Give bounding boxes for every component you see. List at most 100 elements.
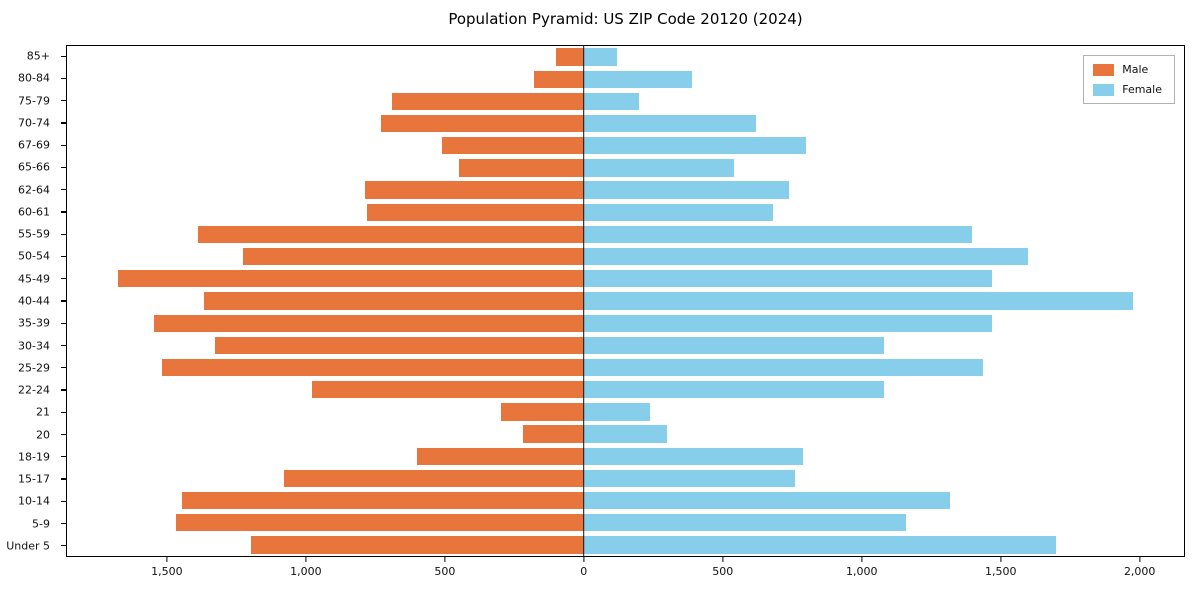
- x-tick-mark: [166, 556, 168, 562]
- male-bar: [181, 491, 584, 510]
- y-tick-mark: [61, 189, 66, 191]
- female-bar: [583, 292, 1134, 310]
- male-bar: [203, 292, 584, 310]
- female-color-swatch: [1093, 83, 1115, 96]
- male-bar: [417, 447, 584, 465]
- y-axis-label: 5-9: [32, 517, 50, 531]
- pyramid-row: [67, 312, 1184, 334]
- pyramid-row: [67, 401, 1184, 423]
- y-axis-ticks: [61, 45, 66, 557]
- x-tick-mark: [583, 556, 585, 562]
- y-tick-mark: [61, 278, 66, 280]
- y-tick-mark: [61, 523, 66, 525]
- y-tick-mark: [61, 500, 66, 502]
- x-axis-label: 1,500: [984, 565, 1017, 578]
- pyramid-row: [67, 512, 1184, 534]
- y-tick-mark: [61, 100, 66, 102]
- female-bar: [583, 425, 668, 443]
- female-bar: [583, 114, 756, 133]
- pyramid-row: [67, 157, 1184, 179]
- male-bar: [533, 70, 584, 88]
- female-bar: [583, 447, 804, 465]
- female-bar: [583, 469, 795, 488]
- y-tick-mark: [61, 545, 66, 547]
- x-axis-label: 500: [712, 565, 734, 578]
- male-bar: [250, 536, 584, 554]
- pyramid-row: [67, 246, 1184, 268]
- y-tick-mark: [61, 211, 66, 213]
- female-bar: [583, 48, 618, 66]
- x-axis-label: 1,500: [151, 565, 183, 578]
- pyramid-row: [67, 223, 1184, 245]
- y-tick-mark: [61, 478, 66, 480]
- legend-item-male: Male: [1093, 63, 1162, 76]
- female-bar: [583, 225, 973, 244]
- legend: Male Female: [1083, 55, 1175, 104]
- x-tick-mark: [861, 556, 863, 562]
- male-bar: [522, 425, 584, 443]
- legend-label-male: Male: [1122, 63, 1149, 76]
- y-axis-label: 20: [36, 428, 50, 442]
- y-tick-mark: [61, 367, 66, 369]
- y-tick-mark: [61, 77, 66, 79]
- y-tick-mark: [61, 433, 66, 436]
- y-axis-label: 18-19: [18, 450, 50, 464]
- male-bar: [117, 270, 584, 288]
- male-bar: [198, 225, 584, 244]
- female-bar: [583, 358, 984, 377]
- male-color-swatch: [1093, 63, 1115, 76]
- x-axis-label: 0: [580, 565, 588, 578]
- x-axis-label: 1,000: [846, 565, 878, 578]
- pyramid-row: [67, 356, 1184, 378]
- female-bar: [583, 203, 773, 221]
- female-bar: [583, 159, 734, 177]
- pyramid-row: [67, 90, 1184, 112]
- legend-label-female: Female: [1122, 83, 1162, 96]
- y-axis-label: 62-64: [18, 183, 50, 197]
- pyramid-row: [67, 179, 1184, 201]
- y-tick-mark: [61, 144, 66, 146]
- x-axis-label: 500: [434, 565, 456, 578]
- female-bar: [583, 491, 951, 510]
- pyramid-row: [67, 268, 1184, 290]
- x-tick-mark: [722, 556, 724, 562]
- y-tick-mark: [61, 389, 66, 391]
- male-bar: [500, 403, 584, 421]
- female-bar: [583, 92, 640, 111]
- y-axis-label: 85+: [26, 49, 50, 63]
- female-bar: [583, 70, 693, 88]
- legend-item-female: Female: [1093, 83, 1162, 96]
- male-bar: [381, 114, 584, 133]
- female-bar: [583, 536, 1056, 554]
- y-tick-mark: [61, 255, 66, 258]
- y-axis-label: 45-49: [18, 272, 50, 286]
- pyramid-row: [67, 467, 1184, 489]
- male-bar: [556, 48, 584, 66]
- y-axis-label: 40-44: [18, 294, 50, 308]
- x-tick-mark: [1139, 556, 1141, 562]
- pyramid-row: [67, 113, 1184, 135]
- female-bar: [583, 381, 884, 399]
- y-tick-mark: [61, 55, 66, 57]
- pyramid-row: [67, 489, 1184, 511]
- x-axis-labels: 1,500 1,000 500 0 500 1,000 1,500 2,000: [66, 565, 1185, 581]
- y-axis-label: 35-39: [18, 316, 50, 330]
- y-tick-mark: [61, 456, 66, 458]
- y-tick-mark: [61, 344, 66, 347]
- y-axis-label: 10-14: [18, 494, 50, 508]
- female-bar: [583, 314, 992, 332]
- pyramid-row: [67, 201, 1184, 223]
- x-axis-label: 2,000: [1123, 565, 1156, 578]
- pyramid-row: [67, 334, 1184, 356]
- y-tick-mark: [61, 300, 66, 302]
- y-axis-label: 80-84: [18, 71, 50, 85]
- y-axis-label: 21: [36, 405, 50, 419]
- y-axis-label: 75-79: [18, 94, 50, 108]
- y-tick-mark: [61, 233, 66, 235]
- y-axis-label: 60-61: [18, 205, 50, 219]
- pyramid-row: [67, 46, 1184, 68]
- y-axis-label: 22-24: [18, 383, 50, 397]
- y-axis-labels: 85+ 80-84 75-79 70-74 67-69 65-66 62-64 60-61 55…: [0, 45, 60, 557]
- female-bar: [583, 336, 884, 354]
